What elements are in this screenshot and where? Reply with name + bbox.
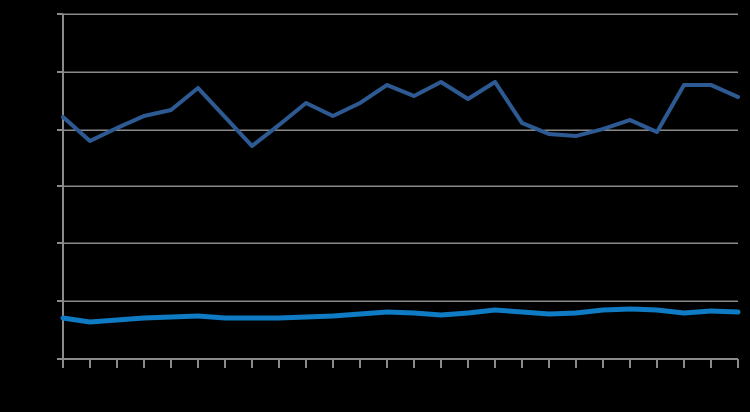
data-series [60,80,741,325]
x-axis [62,358,739,368]
series-line-series-lower [60,306,741,325]
series-line-series-upper [61,80,740,148]
y-axis [57,13,64,360]
